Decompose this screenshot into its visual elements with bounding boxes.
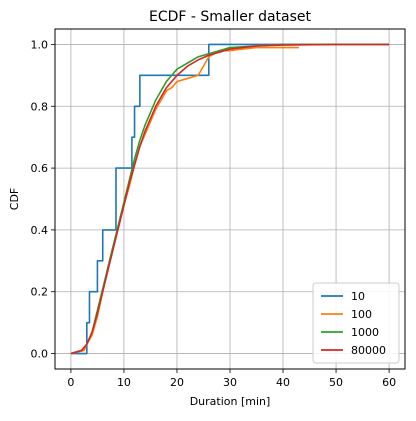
- y-tick-label: 0.0: [31, 348, 49, 361]
- series-line-10: [70, 43, 390, 355]
- axis-ticks: 0 10 20 30 40 50 60 0.0 0.2 0.4 0.6 0.8 1.0: [31, 38, 397, 389]
- x-tick-label: 40: [276, 376, 290, 389]
- y-axis-label: CDF: [8, 188, 21, 210]
- series-line-80000: [70, 43, 390, 355]
- x-tick-label: 50: [329, 376, 343, 389]
- y-tick-label: 0.4: [31, 224, 49, 237]
- x-axis-label: Duration [min]: [190, 395, 271, 408]
- x-tick-label: 0: [67, 376, 74, 389]
- y-tick-label: 0.2: [31, 286, 49, 299]
- legend-box: [312, 282, 400, 364]
- x-tick-label: 20: [170, 376, 184, 389]
- chart-title: ECDF - Smaller dataset: [149, 9, 312, 25]
- legend-label: 100: [351, 308, 372, 321]
- x-tick-label: 60: [382, 376, 396, 389]
- legend-label: 1000: [351, 326, 379, 339]
- x-tick-label: 10: [117, 376, 131, 389]
- x-tick-label: 30: [223, 376, 237, 389]
- legend-label: 80000: [351, 344, 386, 357]
- y-tick-label: 1.0: [31, 38, 49, 51]
- legend: 10 100 1000 80000: [312, 282, 400, 364]
- y-tick-label: 0.8: [31, 100, 49, 113]
- y-tick-label: 0.6: [31, 162, 49, 175]
- series-lines: [70, 43, 390, 355]
- legend-label: 10: [351, 290, 365, 303]
